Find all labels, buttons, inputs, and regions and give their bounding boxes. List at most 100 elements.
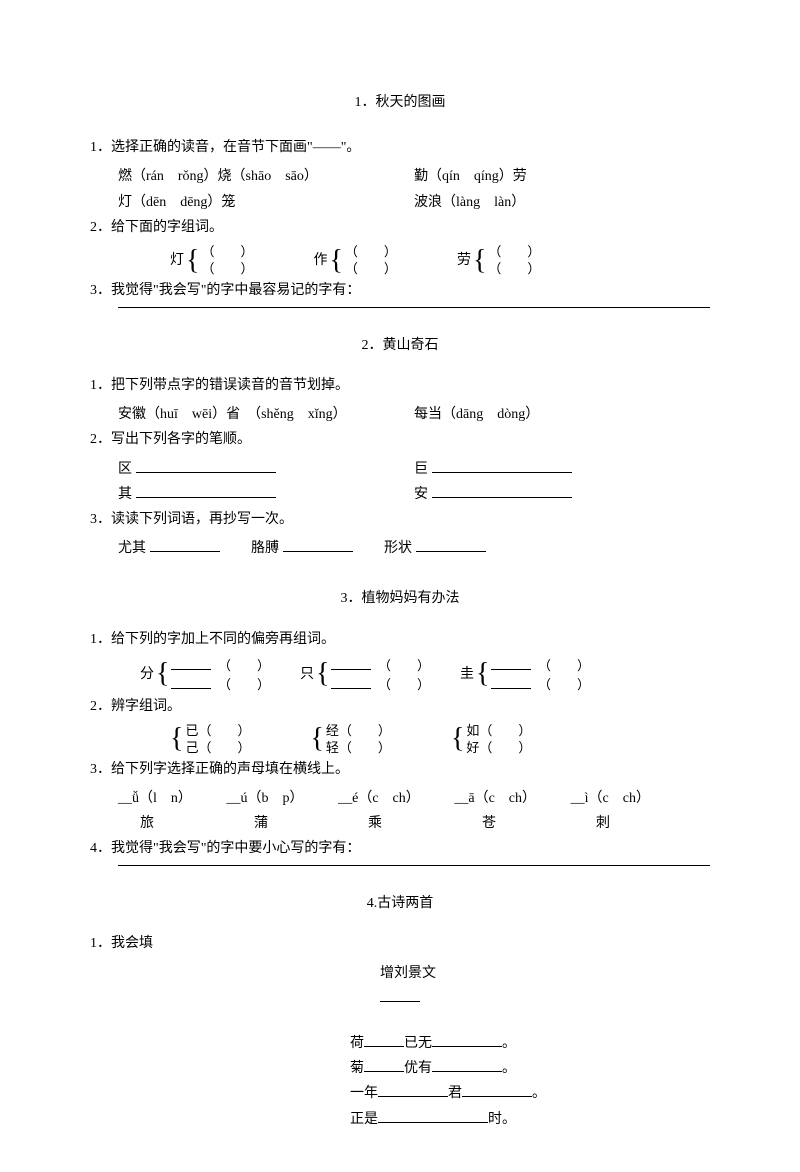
s1-q1-line2b: 波浪（làng làn） [414,190,710,215]
q-text: 我会填 [111,936,153,951]
text: 已无 [404,1036,432,1051]
paren: （ ） [544,677,590,692]
word: 尤其 [118,541,146,556]
s1-q3: 3．我觉得"我会写"的字中最容易记的字有： [90,278,710,303]
blank [171,656,211,670]
q-num: 3． [90,762,111,777]
blank [491,675,531,689]
text: 君 [448,1086,462,1101]
answer-line [118,865,710,866]
text: 菊 [350,1061,364,1076]
blank [136,483,276,498]
brace-group: 分 { （ ） （ ） [140,656,270,694]
pinyin: __ā（c ch） [454,786,536,811]
paren: （ ） [224,677,270,692]
poem-line: 一年 君 。 [350,1081,710,1106]
s2-q3: 3．读读下列词语，再抄写一次。 [90,507,710,532]
section-4-title: 4.古诗两首 [90,891,710,916]
blank [491,656,531,670]
s2-q1: 1．把下列带点字的错误读音的音节划掉。 [90,373,710,398]
blank [283,537,353,552]
text: 。 [532,1086,546,1101]
char: 作 [313,248,327,273]
s1-q1-line1b: 勤（qín qíng）劳 [414,164,710,189]
blank [432,1057,502,1072]
blank [364,1057,404,1072]
poem-line: 正是 时。 [350,1107,710,1132]
blank [462,1082,532,1097]
blank [331,675,371,689]
q-text: 我觉得"我会写"的字中最容易记的字有： [111,283,360,298]
q-text: 写出下列各字的笔顺。 [111,432,251,447]
pair: 轻（ ） [326,740,391,757]
q-text: 给下列字选择正确的声母填在横线上。 [111,762,349,777]
blank [378,1082,448,1097]
pair: 经（ ） [326,723,391,740]
s3-q1: 1．给下列的字加上不同的偏旁再组词。 [90,627,710,652]
brace-group: 灯 { （ ）（ ） [170,244,253,278]
char: 其 [118,487,132,502]
q-text: 读读下列词语，再抄写一次。 [111,512,293,527]
blank [364,1032,404,1047]
brace-group: 劳 { （ ）（ ） [457,244,540,278]
blank [432,483,572,498]
q-text: 选择正确的读音，在音节下面画"——"。 [111,140,360,155]
s3-q3: 3．给下列字选择正确的声母填在横线上。 [90,757,710,782]
q-num: 2． [90,432,111,447]
s2-q2: 2．写出下列各字的笔顺。 [90,427,710,452]
brace: { [186,250,199,272]
poem-title-underline [380,1001,420,1002]
brace: { [170,728,183,750]
q-num: 3． [90,512,111,527]
brace: { [451,728,464,750]
char: 刺 [596,811,610,836]
pinyin: __é（c ch） [338,786,420,811]
paren: （ ） [201,261,253,278]
brace-group: 圭 { （ ） （ ） [460,656,590,694]
blank [171,675,211,689]
q-text: 给下列的字加上不同的偏旁再组词。 [111,632,335,647]
pair: 好（ ） [466,740,531,757]
q-num: 1． [90,378,111,393]
q-num: 1． [90,936,111,951]
q-num: 2． [90,699,111,714]
paren: （ ） [488,261,540,278]
blank [432,1032,502,1047]
paren: （ ） [345,244,397,261]
pinyin: __ú（b p） [227,786,304,811]
text: 正是 [350,1112,378,1127]
text: 优有 [404,1061,432,1076]
brace-group: 只 { （ ） （ ） [300,656,430,694]
char: 只 [300,662,314,687]
q-text: 辨字组词。 [111,699,181,714]
text: 荷 [350,1036,364,1051]
s1-q1-line2a: 灯（dēn dēng）笼 [118,190,414,215]
char: 劳 [457,248,471,273]
s2-q1-a: 安徽（huī wēi）省 （shěng xǐng） [118,402,414,427]
brace: { [310,728,323,750]
paren: （ ） [384,658,430,673]
char: 圭 [460,662,474,687]
poem-title: 增刘景文 [380,961,710,986]
text: 。 [502,1036,516,1051]
char: 安 [414,487,428,502]
brace-group: { 如（ ）好（ ） [451,723,531,757]
blank [331,656,371,670]
text: 一年 [350,1086,378,1101]
pair: 己（ ） [185,740,250,757]
text: 时。 [488,1112,516,1127]
word: 形状 [384,541,412,556]
blank [416,537,486,552]
paren: （ ） [345,261,397,278]
s1-q1: 1．选择正确的读音，在音节下面画"——"。 [90,135,710,160]
brace: { [329,250,342,272]
brace-group: 作 { （ ）（ ） [313,244,396,278]
blank [136,458,276,473]
poem-line: 荷 已无 。 [350,1031,710,1056]
blank [150,537,220,552]
s3-q2: 2．辨字组词。 [90,694,710,719]
brace: { [473,250,486,272]
brace: { [316,663,329,685]
section-2-title: 2．黄山奇石 [90,333,710,358]
q-text: 我觉得"我会写"的字中要小心写的字有： [111,841,360,856]
